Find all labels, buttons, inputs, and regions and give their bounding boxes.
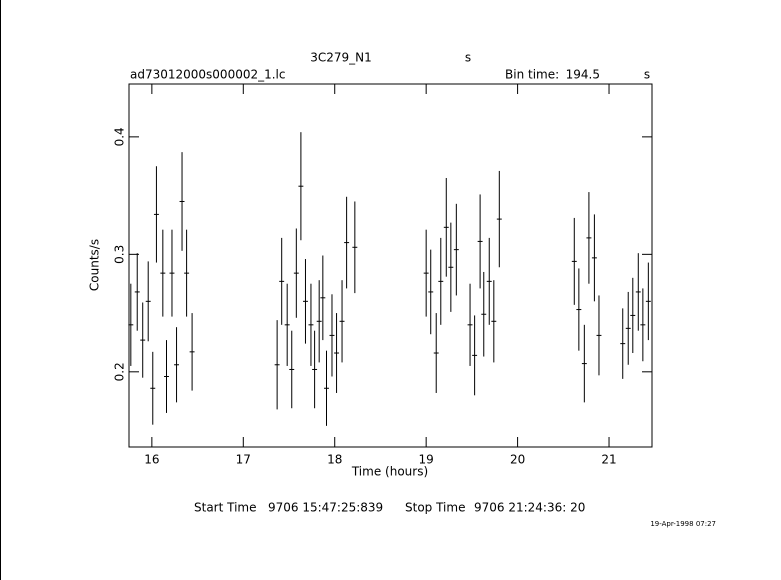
x-tick-label: 19	[419, 453, 434, 467]
file-name: ad73012000s000002_1.lc	[130, 68, 286, 82]
y-tick-label: 0.3	[113, 245, 127, 264]
x-tick-label: 16	[144, 453, 159, 467]
title-unit: s	[465, 51, 471, 65]
x-axis-label: Time (hours)	[351, 465, 428, 479]
plot-frame	[128, 83, 653, 448]
bin-time-label: Bin time:	[505, 68, 559, 82]
bin-time: 194.5	[566, 68, 600, 82]
chart-title: 3C279_N1	[310, 51, 372, 65]
stop-time-label: Stop Time	[405, 501, 465, 515]
y-tick-label: 0.2	[113, 362, 127, 381]
start-time: 9706 15:47:25:839	[268, 501, 383, 515]
y-axis-label: Counts/s	[88, 239, 102, 291]
x-tick-label: 21	[601, 453, 616, 467]
x-tick-label: 20	[510, 453, 525, 467]
x-tick-label: 18	[327, 453, 342, 467]
x-tick-label: 17	[236, 453, 251, 467]
stop-time: 9706 21:24:36: 20	[474, 501, 585, 515]
y-tick-label: 0.4	[113, 127, 127, 146]
start-time-label: Start Time	[194, 501, 257, 515]
bin-time-unit: s	[644, 68, 650, 82]
date: 19-Apr-1998 07:27	[650, 520, 716, 528]
